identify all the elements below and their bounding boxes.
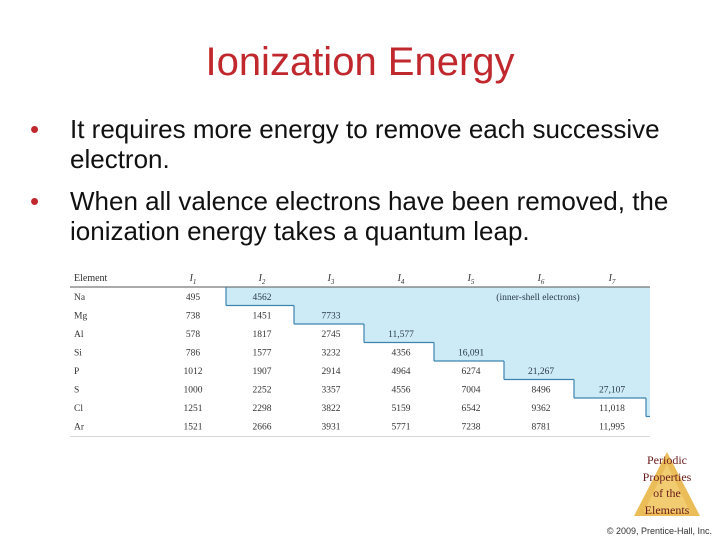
ionization-column-header: I3 <box>327 273 335 286</box>
element-symbol: S <box>74 386 79 396</box>
ionization-table: Element I1 I2 I3 I4 I5 I6 I7 Na 495 4562 Mg 738 1451 7… <box>70 267 650 437</box>
periodic-properties-badge: Periodic Properties of the Elements <box>628 446 706 520</box>
ionization-value: 6274 <box>462 367 481 377</box>
ionization-table-graphic: Element I1 I2 I3 I4 I5 I6 I7 Na 495 4562 Mg 738 1451 7… <box>70 273 650 437</box>
badge-line: Periodic <box>647 453 687 467</box>
element-symbol: Mg <box>74 312 87 322</box>
ionization-value: 1907 <box>253 367 272 377</box>
bullet-text: When all valence electrons have been rem… <box>70 186 669 246</box>
ionization-value: 4356 <box>392 349 411 359</box>
inner-shell-shade <box>226 287 650 306</box>
ionization-value: 3232 <box>322 349 341 359</box>
badge-line: Properties <box>642 469 692 484</box>
ionization-value: 11,995 <box>599 423 625 433</box>
slide-title: Ionization Energy <box>205 40 515 84</box>
element-symbol: P <box>74 367 79 377</box>
triangle-icon <box>634 452 700 516</box>
ionization-value: 1012 <box>184 367 203 377</box>
ionization-value: 2252 <box>253 386 272 396</box>
ionization-value: 4964 <box>392 367 411 377</box>
ionization-value: 495 <box>186 293 201 303</box>
element-symbol: Ar <box>74 423 85 433</box>
ionization-column-header: I5 <box>467 273 475 286</box>
ionization-value: 3822 <box>322 404 341 414</box>
ionization-value: 9362 <box>532 404 551 414</box>
inner-shell-shade <box>504 361 650 380</box>
ionization-value: 8496 <box>532 386 551 396</box>
ionization-value: 5771 <box>392 423 411 433</box>
ionization-value: 4562 <box>253 293 272 303</box>
ionization-value: 7733 <box>322 312 341 322</box>
inner-shell-shade <box>434 342 650 361</box>
ionization-value: 1251 <box>184 404 203 414</box>
ionization-value: 738 <box>186 312 201 322</box>
bullet-list: • It requires more energy to remove each… <box>30 114 690 258</box>
ionization-column-header: I6 <box>537 273 545 286</box>
badge-text: Periodic Properties of the Elements <box>628 452 706 518</box>
element-symbol: Na <box>74 293 86 303</box>
ionization-value: 21,267 <box>528 367 554 377</box>
inner-shell-shade <box>574 379 650 398</box>
ionization-column-header: I4 <box>397 273 405 286</box>
ionization-value: 1521 <box>184 423 203 433</box>
ionization-value: 7004 <box>462 386 481 396</box>
inner-shell-shade <box>646 398 650 417</box>
inner-shell-note: (inner-shell electrons) <box>496 292 579 303</box>
ionization-value: 2745 <box>322 330 341 340</box>
ionization-value: 2914 <box>322 367 341 377</box>
ionization-value: 786 <box>186 349 201 359</box>
ionization-value: 27,107 <box>599 386 625 396</box>
badge-line: of the <box>653 486 681 500</box>
ionization-value: 1577 <box>253 349 272 359</box>
ionization-value: 1817 <box>253 330 272 340</box>
ionization-value: 578 <box>186 330 201 340</box>
ionization-value: 16,091 <box>458 349 484 359</box>
ionization-value: 1451 <box>253 312 272 322</box>
ionization-value: 2298 <box>253 404 272 414</box>
copyright-notice: © 2009, Prentice-Hall, Inc. <box>606 526 712 536</box>
ionization-value: 2666 <box>253 423 272 433</box>
ionization-value: 5159 <box>392 404 411 414</box>
inner-shell-shade <box>364 324 650 343</box>
element-header: Element <box>74 273 108 284</box>
ionization-value: 11,577 <box>388 330 414 340</box>
bullet-icon: • <box>30 114 40 144</box>
ionization-column-header: I1 <box>189 273 197 286</box>
ionization-value: 4556 <box>392 386 411 396</box>
ionization-column-header: I2 <box>258 273 266 286</box>
ionization-value: 7238 <box>462 423 481 433</box>
element-symbol: Al <box>74 330 84 340</box>
ionization-value: 11,018 <box>599 404 625 414</box>
bullet-icon: • <box>30 186 40 216</box>
bullet-item: • It requires more energy to remove each… <box>30 114 690 174</box>
element-symbol: Cl <box>74 404 83 414</box>
ionization-value: 6542 <box>462 404 481 414</box>
element-symbol: Si <box>74 349 82 359</box>
bullet-item: • When all valence electrons have been r… <box>30 186 690 246</box>
ionization-value: 1000 <box>184 386 203 396</box>
ionization-value: 3357 <box>322 386 341 396</box>
badge-line: Elements <box>644 502 690 517</box>
inner-shell-shade <box>294 305 650 324</box>
ionization-column-header: I7 <box>608 273 616 286</box>
ionization-value: 3931 <box>322 423 341 433</box>
bullet-text: It requires more energy to remove each s… <box>70 114 660 174</box>
ionization-value: 8781 <box>532 423 551 433</box>
